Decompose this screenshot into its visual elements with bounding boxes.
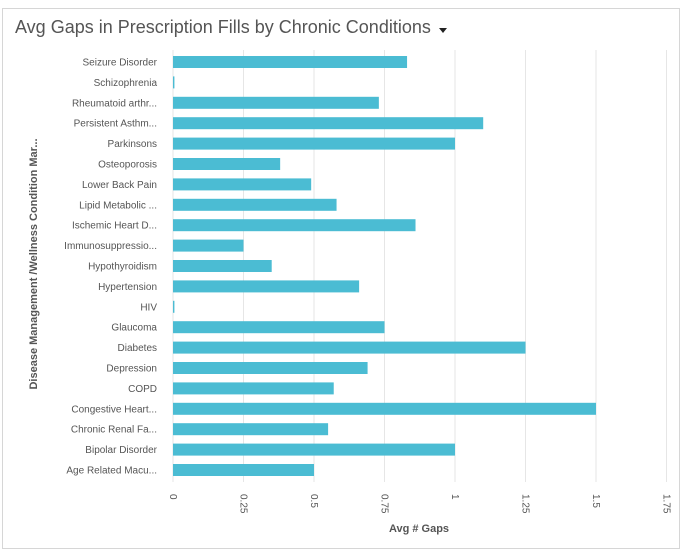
chevron-down-icon[interactable] [438,27,447,33]
bar[interactable] [173,198,337,211]
bar[interactable] [173,158,281,170]
bar[interactable] [173,239,244,252]
x-tick-label: 1.5 [590,494,601,508]
x-tick-label: 1.75 [661,494,672,514]
category-label: Age Related Macu... [66,466,157,477]
category-label: Bipolar Disorder [85,445,157,456]
chart-title-dropdown[interactable]: Avg Gaps in Prescription Fills by Chroni… [15,17,447,38]
bar[interactable] [173,56,408,68]
x-tick-label: 1.25 [520,494,531,514]
bar[interactable] [173,300,175,313]
category-label: Seizure Disorder [83,58,158,69]
x-tick-label: 0.5 [308,494,319,508]
x-axis-title: Avg # Gaps [389,523,449,535]
bar[interactable] [173,382,334,395]
x-tick-label: 0.25 [238,494,249,514]
category-label: Depression [106,364,157,375]
x-tick-label: 0.75 [379,494,390,514]
bar[interactable] [173,321,385,334]
bar[interactable] [173,178,312,191]
bar[interactable] [173,464,314,476]
category-label: Osteoporosis [98,160,157,171]
y-axis-title: Disease Management /Wellness Condition M… [28,138,40,389]
category-label: Lower Back Pain [82,180,157,191]
x-tick-label: 0 [167,494,178,500]
category-label: Glaucoma [111,323,157,334]
bar[interactable] [173,76,175,89]
bar[interactable] [173,362,368,374]
category-label: Rheumatoid arthr... [72,98,157,109]
category-labels: Seizure Disorder Schizophrenia Rheumatoid … [64,58,157,477]
category-label: Lipid Metabolic ... [79,200,157,211]
category-label: Diabetes [118,343,157,354]
bar[interactable] [173,219,416,232]
category-label: Hypothyroidism [88,262,157,273]
bar[interactable] [173,280,360,293]
x-tick-labels: 0 0.25 0.5 0.75 1 1.25 1.5 1.75 [167,494,672,514]
bars [173,56,596,476]
category-label: Hypertension [98,282,157,293]
category-label: Congestive Heart... [71,404,157,415]
bar[interactable] [173,117,484,130]
category-label: Chronic Renal Fa... [71,425,157,436]
bar[interactable] [173,260,272,272]
bar[interactable] [173,402,596,415]
category-label: Immunosuppressio... [64,241,157,252]
x-tick-label: 1 [449,494,460,500]
bar[interactable] [173,443,455,456]
category-label: Schizophrenia [94,78,158,89]
bar[interactable] [173,96,379,109]
category-label: COPD [128,384,157,395]
chart-title: Avg Gaps in Prescription Fills by Chroni… [15,17,431,37]
bar[interactable] [173,423,329,436]
category-label: Ischemic Heart D... [72,221,157,232]
category-label: Persistent Asthm... [74,119,157,130]
bar[interactable] [173,137,455,150]
category-label: Parkinsons [108,139,157,150]
category-label: HIV [140,302,157,313]
bar[interactable] [173,341,526,354]
